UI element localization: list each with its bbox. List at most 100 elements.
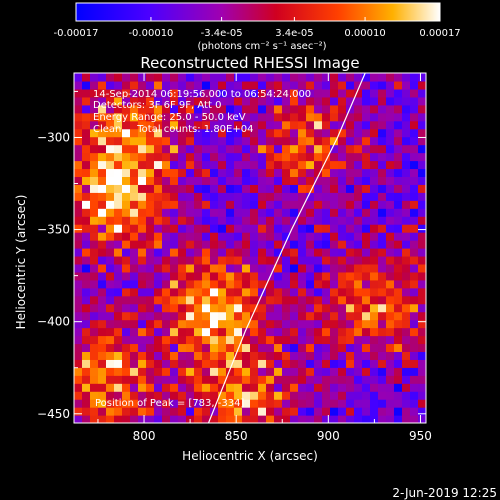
heatmap-cell [322, 359, 331, 368]
heatmap-cell [298, 415, 307, 423]
heatmap-cell [106, 295, 115, 305]
heatmap-cell [178, 192, 187, 201]
heatmap-cell [282, 359, 291, 368]
heatmap-cell [234, 200, 243, 209]
heatmap-cell [266, 176, 275, 185]
heatmap-cell [226, 176, 235, 185]
heatmap-cell [282, 192, 291, 201]
heatmap-cell [98, 216, 107, 225]
heatmap-cell [226, 407, 235, 416]
heatmap-cell [362, 303, 371, 313]
heatmap-cell [346, 208, 355, 217]
heatmap-cell [138, 216, 147, 225]
heatmap-cell [186, 168, 195, 177]
heatmap-cell [210, 216, 219, 225]
heatmap-cell [234, 263, 243, 273]
heatmap-cell [234, 287, 243, 297]
heatmap-cell [130, 104, 139, 114]
heatmap-cell [370, 192, 379, 201]
heatmap-cell [114, 192, 123, 201]
heatmap-cell [106, 271, 115, 281]
heatmap-cell [106, 200, 115, 209]
heatmap-cell [418, 303, 426, 313]
heatmap-cell [330, 88, 339, 98]
heatmap-cell [378, 216, 387, 225]
heatmap-cell [402, 359, 411, 368]
heatmap-cell [250, 240, 259, 249]
heatmap-cell [226, 88, 235, 98]
heatmap-cell [330, 208, 339, 217]
heatmap-cell [146, 271, 155, 281]
heatmap-cell [154, 263, 163, 273]
heatmap-cell [250, 176, 259, 185]
heatmap-cell [346, 311, 355, 321]
heatmap-cell [178, 399, 187, 408]
heatmap-cell [322, 144, 331, 154]
heatmap-cell [258, 176, 267, 185]
heatmap-cell [218, 351, 227, 360]
heatmap-cell [290, 375, 299, 384]
heatmap-cell [226, 184, 235, 193]
heatmap-cell [242, 184, 251, 193]
heatmap-cell [130, 224, 139, 233]
heatmap-cell [202, 176, 211, 185]
heatmap-cell [114, 279, 123, 289]
heatmap-cell [178, 216, 187, 225]
heatmap-cell [314, 144, 323, 154]
heatmap-cell [410, 240, 419, 249]
heatmap-cell [82, 160, 91, 170]
heatmap-cell [82, 144, 91, 154]
heatmap-cell [402, 120, 411, 130]
heatmap-cell [266, 88, 275, 98]
heatmap-cell [346, 367, 355, 376]
heatmap-cell [130, 287, 139, 297]
heatmap-cell [178, 168, 187, 177]
heatmap-cell [114, 120, 123, 130]
heatmap-cell [250, 263, 259, 273]
heatmap-cell [162, 343, 171, 352]
heatmap-cell [354, 367, 363, 376]
heatmap-cell [90, 88, 99, 98]
heatmap-cell [154, 343, 163, 352]
heatmap-cell [250, 303, 259, 313]
heatmap-cell [122, 367, 131, 376]
heatmap-cell [226, 303, 235, 313]
heatmap-cell [394, 88, 403, 98]
heatmap-cell [266, 335, 275, 345]
heatmap-cell [162, 311, 171, 321]
heatmap-cell [178, 391, 187, 400]
heatmap-cell [242, 120, 251, 130]
heatmap-cell [250, 104, 259, 114]
heatmap-cell [386, 399, 395, 408]
heatmap-cell [346, 415, 355, 423]
heatmap-cell [234, 128, 243, 138]
heatmap-cell [258, 415, 267, 423]
heatmap-cell [138, 104, 147, 114]
heatmap-cell [234, 232, 243, 241]
heatmap-cell [138, 136, 147, 146]
heatmap-cell [362, 399, 371, 408]
heatmap-cell [266, 279, 275, 289]
heatmap-cell [386, 335, 395, 345]
heatmap-cell [218, 88, 227, 98]
heatmap-cell [322, 287, 331, 297]
heatmap-cell [362, 391, 371, 400]
heatmap-cell [146, 351, 155, 360]
heatmap-cell [330, 279, 339, 289]
heatmap-cell [138, 96, 147, 106]
heatmap-cell [410, 128, 419, 138]
heatmap-cell [114, 335, 123, 345]
heatmap-cell [154, 136, 163, 146]
heatmap-cell [378, 263, 387, 273]
heatmap-cell [330, 375, 339, 384]
heatmap-cell [106, 112, 115, 122]
heatmap-cell [82, 351, 91, 360]
heatmap-cell [330, 104, 339, 114]
heatmap-cell [210, 415, 219, 423]
heatmap-cell [282, 136, 291, 146]
heatmap-cell [266, 375, 275, 384]
heatmap-cell [322, 335, 331, 345]
heatmap-cell [186, 160, 195, 170]
heatmap-cell [178, 144, 187, 154]
heatmap-cell [82, 152, 91, 162]
